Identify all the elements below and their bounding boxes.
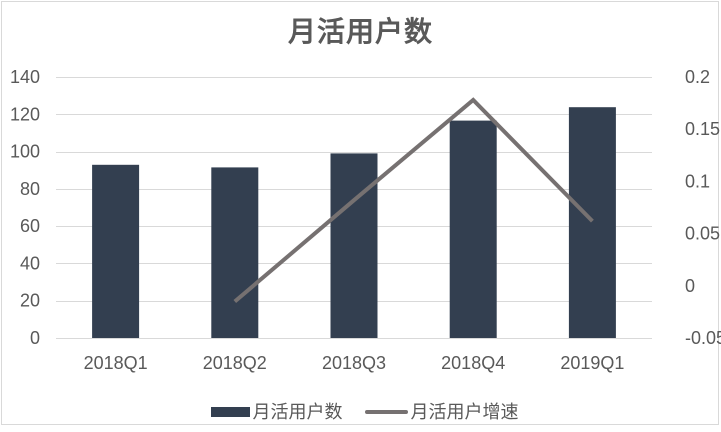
right-axis-tick: 0.1	[685, 171, 710, 191]
line-series-swatch-icon	[364, 410, 408, 414]
left-axis-tick: 20	[20, 291, 40, 311]
x-axis-label-2018Q3: 2018Q3	[322, 353, 386, 373]
bar-2018Q1[interactable]	[92, 164, 140, 338]
x-axis-label-2018Q1: 2018Q1	[84, 353, 148, 373]
growth-line[interactable]	[233, 97, 594, 304]
chart-title: 月活用户数	[287, 16, 433, 47]
left-axis-tick: 120	[10, 104, 40, 124]
left-axis-tick: 80	[20, 179, 40, 199]
left-axis-tick: 60	[20, 216, 40, 236]
left-axis-tick: 100	[10, 142, 40, 162]
legend-label-growth: 月活用户增速	[410, 402, 519, 422]
left-axis-tick: 40	[20, 253, 40, 273]
bar-2019Q1[interactable]	[568, 107, 616, 338]
x-axis-label-2019Q1: 2019Q1	[560, 353, 624, 373]
chart-legend: 月活用户数 月活用户增速	[4, 401, 721, 423]
bar-2018Q3[interactable]	[330, 153, 378, 338]
right-axis-tick: 0.15	[685, 119, 720, 139]
bar-2018Q2[interactable]	[211, 167, 259, 338]
left-axis-tick: 0	[30, 328, 40, 348]
legend-item-mau[interactable]: 月活用户数	[210, 401, 343, 423]
right-axis-tick: -0.05	[685, 328, 721, 348]
bar-series-swatch-icon	[210, 407, 250, 417]
bar-2018Q4[interactable]	[449, 120, 497, 338]
legend-item-growth[interactable]: 月活用户增速	[364, 401, 519, 423]
legend-label-mau: 月活用户数	[252, 402, 343, 422]
x-axis-label-2018Q2: 2018Q2	[203, 353, 267, 373]
left-axis-tick: 140	[10, 67, 40, 87]
x-axis-label-2018Q4: 2018Q4	[441, 353, 505, 373]
right-axis-tick: 0	[685, 276, 695, 296]
right-axis-tick: 0.2	[685, 67, 710, 87]
right-axis-tick: 0.05	[685, 224, 720, 244]
